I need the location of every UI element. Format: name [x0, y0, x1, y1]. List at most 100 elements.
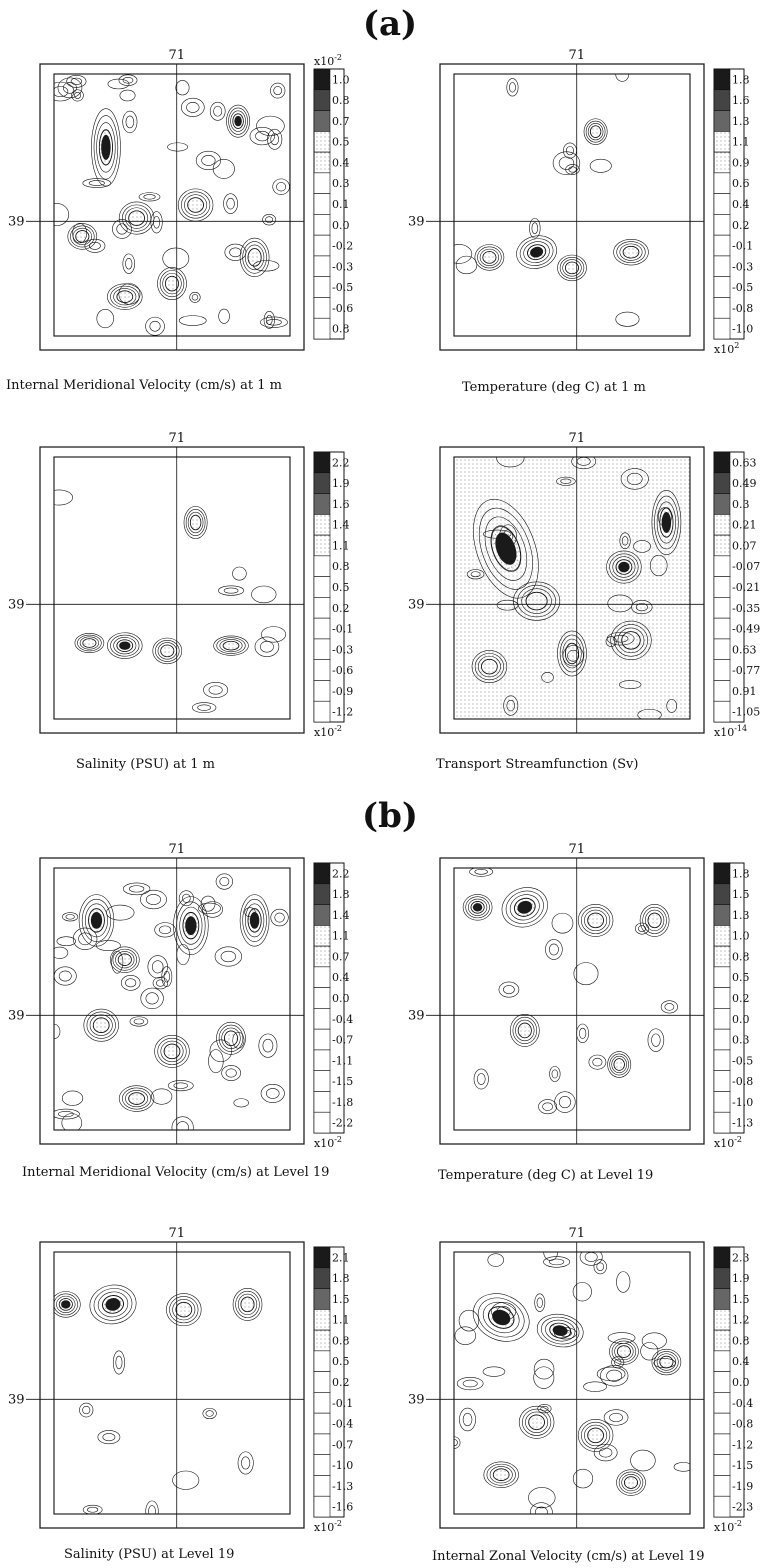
contour-line	[609, 553, 639, 581]
colorbar-tick-label: -0.5	[332, 281, 353, 294]
contour-line	[462, 894, 493, 921]
contour-line	[113, 288, 137, 306]
inner-frame	[53, 1251, 291, 1515]
contour-line	[615, 311, 640, 327]
contour-shaded	[590, 125, 602, 138]
colorbar-swatch	[313, 193, 331, 215]
colorbar-swatch	[313, 1475, 331, 1497]
contour-shaded	[621, 631, 641, 650]
panel-caption: Salinity (PSU) at 1 m	[76, 757, 215, 772]
contour-line	[566, 146, 574, 156]
contour-panel: 71 39 2.1 1.8 1.5 1.1 0.8 0.5 0.2 -0.1 -0.4 -0.7 -1.…	[0, 1222, 360, 1534]
contour-line	[637, 708, 662, 719]
colorbar-swatch	[313, 131, 331, 153]
contour-line	[584, 1252, 598, 1262]
colorbar-tick-label: 0.8	[332, 94, 350, 107]
contour-line	[589, 158, 612, 173]
contour-core	[249, 912, 260, 929]
contour-line	[614, 624, 648, 657]
contour-line	[533, 1358, 555, 1380]
colorbar-unit-label: x10-2	[314, 1519, 342, 1534]
contour-line	[218, 308, 230, 324]
panel-caption: Temperature (deg C) at Level 19	[438, 1168, 654, 1183]
colorbar-unit-exponent: -2	[334, 724, 342, 733]
contour-line	[149, 320, 161, 332]
contour-feature	[536, 1313, 584, 1348]
contour-line	[89, 241, 101, 250]
contour-line	[551, 1069, 559, 1079]
colorbar-swatch	[713, 617, 731, 640]
contour-line	[568, 166, 577, 173]
colorbar-swatch	[313, 172, 331, 194]
contour-line	[521, 1408, 552, 1436]
contour-feature	[577, 903, 614, 937]
contour-line	[521, 588, 552, 614]
contour-line	[151, 1088, 173, 1105]
contour-line	[664, 1003, 675, 1011]
contour-line	[614, 1358, 622, 1366]
contour-shaded	[82, 638, 97, 648]
contour-line	[150, 211, 163, 234]
colorbar-swatch	[313, 883, 331, 905]
colorbar-swatch	[313, 451, 331, 474]
contour-core	[234, 115, 242, 127]
contour-line	[607, 1332, 636, 1344]
colorbar-unit-exponent: -14	[734, 724, 747, 733]
contour-line	[125, 207, 149, 229]
contour-line	[542, 1102, 553, 1111]
contour-line	[596, 1262, 605, 1272]
contour-line	[593, 1259, 607, 1275]
colorbar-swatch	[313, 638, 331, 660]
contour-line	[523, 241, 550, 264]
colorbar-tick-label: -1.3	[332, 1480, 353, 1493]
contour-core	[472, 903, 483, 912]
contour-line	[242, 241, 267, 274]
colorbar-swatch	[713, 193, 731, 215]
contour-shaded	[481, 659, 498, 675]
contour-line	[619, 532, 631, 550]
contour-line	[167, 1080, 194, 1092]
contour-line	[571, 457, 597, 470]
colorbar-tick-label: 2.2	[332, 456, 350, 469]
colorbar-tick-label: 0.4	[732, 1355, 750, 1368]
colorbar-tick-label: 0.7	[332, 950, 350, 963]
contour-feature	[239, 237, 270, 278]
colorbar-tick-label: 1.2	[732, 1314, 750, 1327]
contour-feature	[616, 1469, 646, 1496]
contour-shaded	[482, 251, 497, 264]
contour-line	[487, 1306, 515, 1329]
contour-line	[121, 204, 152, 232]
contour-line	[145, 316, 165, 336]
outer-frame	[439, 446, 705, 734]
contour-shaded	[528, 1414, 545, 1430]
colorbar-tick-label: -0.4	[332, 1418, 353, 1431]
contour-line	[140, 889, 167, 910]
contour-line	[644, 909, 665, 932]
top-longitude-label: 71	[168, 842, 185, 857]
contour-line	[490, 525, 522, 572]
contour-feature	[239, 894, 270, 947]
contour-line	[537, 1404, 552, 1414]
contour-feature	[67, 223, 98, 250]
contour-line	[233, 1098, 249, 1108]
colorbar-tick-label: -0.9	[332, 685, 353, 698]
contour-line	[79, 636, 100, 650]
contour-line	[540, 1316, 580, 1345]
contour-feature	[557, 630, 587, 677]
colorbar-swatch	[713, 680, 731, 702]
contour-field	[454, 1252, 690, 1514]
colorbar-swatch	[313, 514, 331, 536]
contour-line	[133, 1018, 145, 1025]
colorbar-swatch	[713, 597, 731, 619]
contour-feature	[609, 1338, 639, 1365]
contour-line	[54, 81, 75, 102]
colorbar-swatch	[313, 1412, 331, 1435]
contour-line	[70, 77, 83, 86]
contour-line	[95, 940, 121, 951]
contour-line	[265, 1088, 280, 1099]
contour-line	[62, 912, 79, 922]
outer-frame	[439, 857, 705, 1145]
contour-line	[182, 893, 191, 903]
contour-line	[70, 225, 95, 248]
colorbar-swatch	[713, 1049, 731, 1071]
